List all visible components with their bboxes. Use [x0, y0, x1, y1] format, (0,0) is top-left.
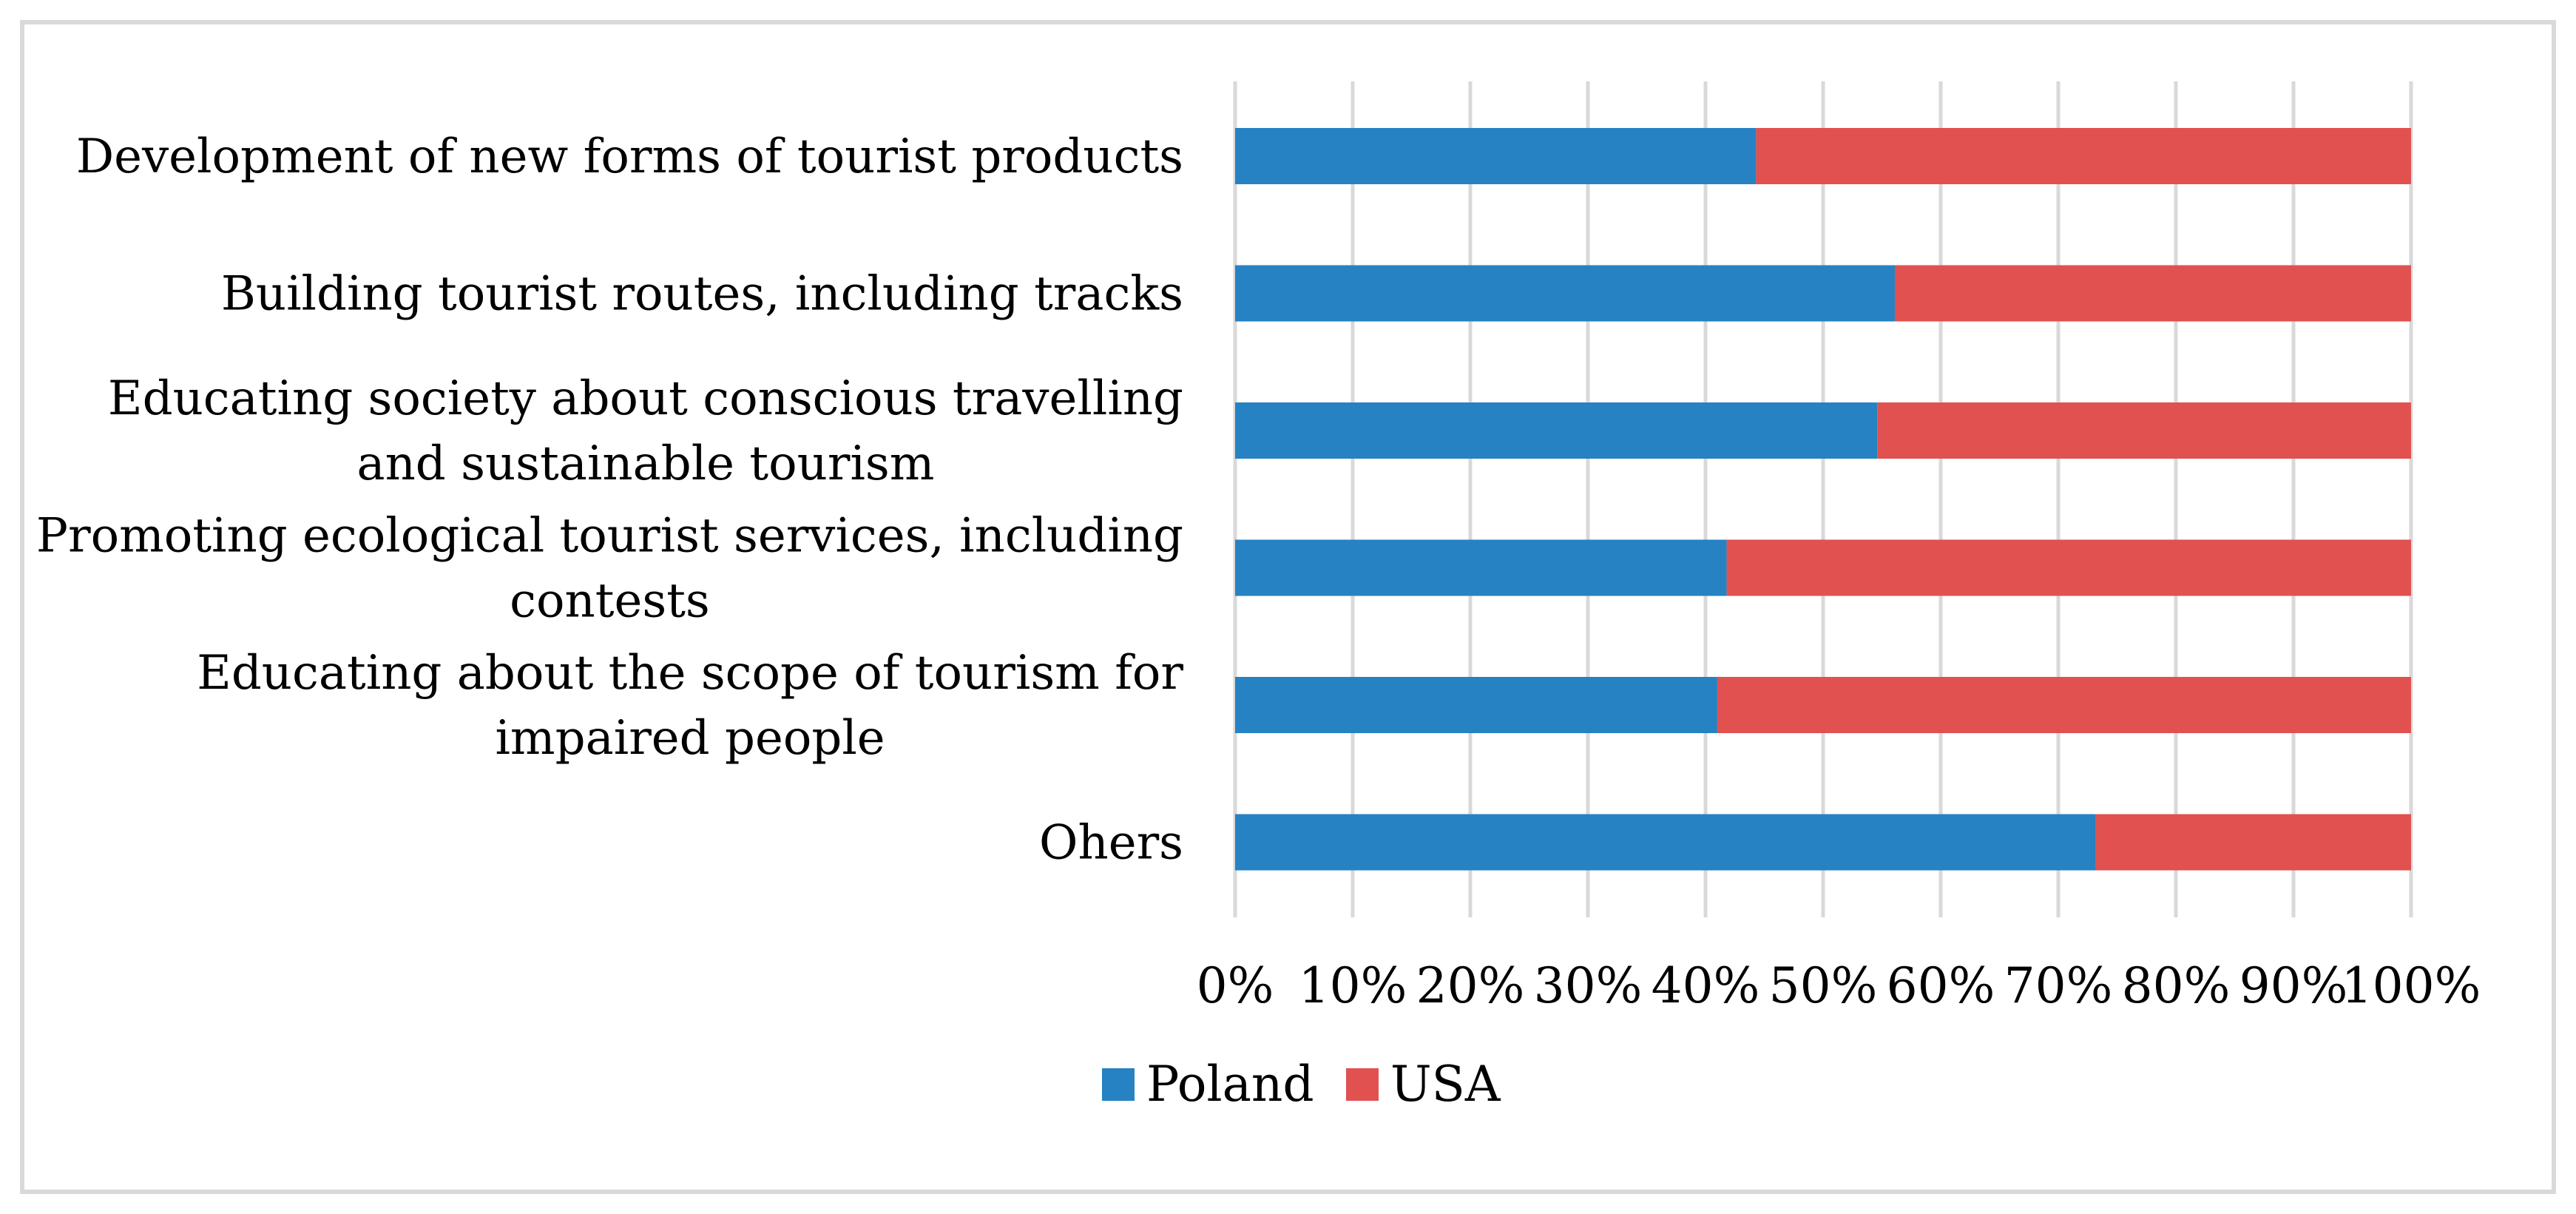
x-tick-labels: 0% 10% 20% 30% 40% 50% 60% 70% 80% 90%100% [1197, 957, 2481, 1014]
x-tick-label: 70% [2004, 957, 2113, 1014]
x-tick-label: 80% [2122, 957, 2231, 1014]
bar-usa-1 [1894, 265, 2411, 322]
gridlines [1233, 81, 2413, 917]
chart-border [20, 20, 2556, 1194]
bar-usa-0 [1756, 128, 2411, 184]
x-tick-label: 30% [1534, 957, 1643, 1014]
x-tick-label: 20% [1416, 957, 1525, 1014]
category-label: Educating about the scope of tourism for… [197, 646, 1183, 766]
category-label: Promoting ecological tourist services, i… [36, 509, 1183, 629]
category-label-line: contests [510, 574, 710, 629]
category-label: Educating society about conscious travel… [108, 371, 1183, 491]
legend-swatch-usa [1346, 1068, 1379, 1101]
bar-poland-3 [1235, 539, 1727, 596]
category-label-line: Ohers [1039, 816, 1183, 871]
category-label-line: Promoting ecological tourist services, i… [36, 509, 1183, 564]
category-label-line: Educating society about conscious travel… [108, 371, 1183, 426]
category-label-line: Building tourist routes, including track… [221, 267, 1183, 322]
bar-poland-1 [1235, 265, 1895, 322]
x-tick-label: 100% [2342, 957, 2481, 1014]
legend-label-usa: USA [1390, 1056, 1501, 1113]
legend-swatch-poland [1102, 1068, 1135, 1101]
category-label: Ohers [1039, 816, 1183, 871]
bar-usa-5 [2095, 814, 2411, 871]
bar-usa-4 [1717, 677, 2411, 733]
x-tick-label: 50% [1769, 957, 1878, 1014]
category-labels: Development of new forms of tourist prod… [36, 129, 1184, 871]
bar-poland-2 [1235, 402, 1878, 459]
category-label: Building tourist routes, including track… [221, 267, 1183, 322]
bars [1235, 128, 2411, 871]
bar-poland-0 [1235, 128, 1757, 184]
x-tick-label: 90% [2239, 957, 2348, 1014]
x-tick-label: 40% [1652, 957, 1760, 1014]
bar-usa-2 [1877, 402, 2411, 459]
x-tick-label: 60% [1887, 957, 1995, 1014]
bar-poland-4 [1235, 677, 1717, 733]
x-tick-label: 0% [1197, 957, 1274, 1014]
legend: Poland USA [1102, 1056, 1501, 1113]
bar-usa-3 [1726, 539, 2411, 596]
category-label-line: and sustainable tourism [356, 436, 934, 491]
category-label-line: Development of new forms of tourist prod… [76, 129, 1183, 184]
category-label-line: Educating about the scope of tourism for [197, 646, 1183, 701]
category-label: Development of new forms of tourist prod… [76, 129, 1183, 184]
bar-poland-5 [1235, 814, 2096, 871]
legend-label-poland: Poland [1146, 1056, 1314, 1113]
x-tick-label: 10% [1299, 957, 1407, 1014]
category-label-line: impaired people [495, 711, 885, 766]
